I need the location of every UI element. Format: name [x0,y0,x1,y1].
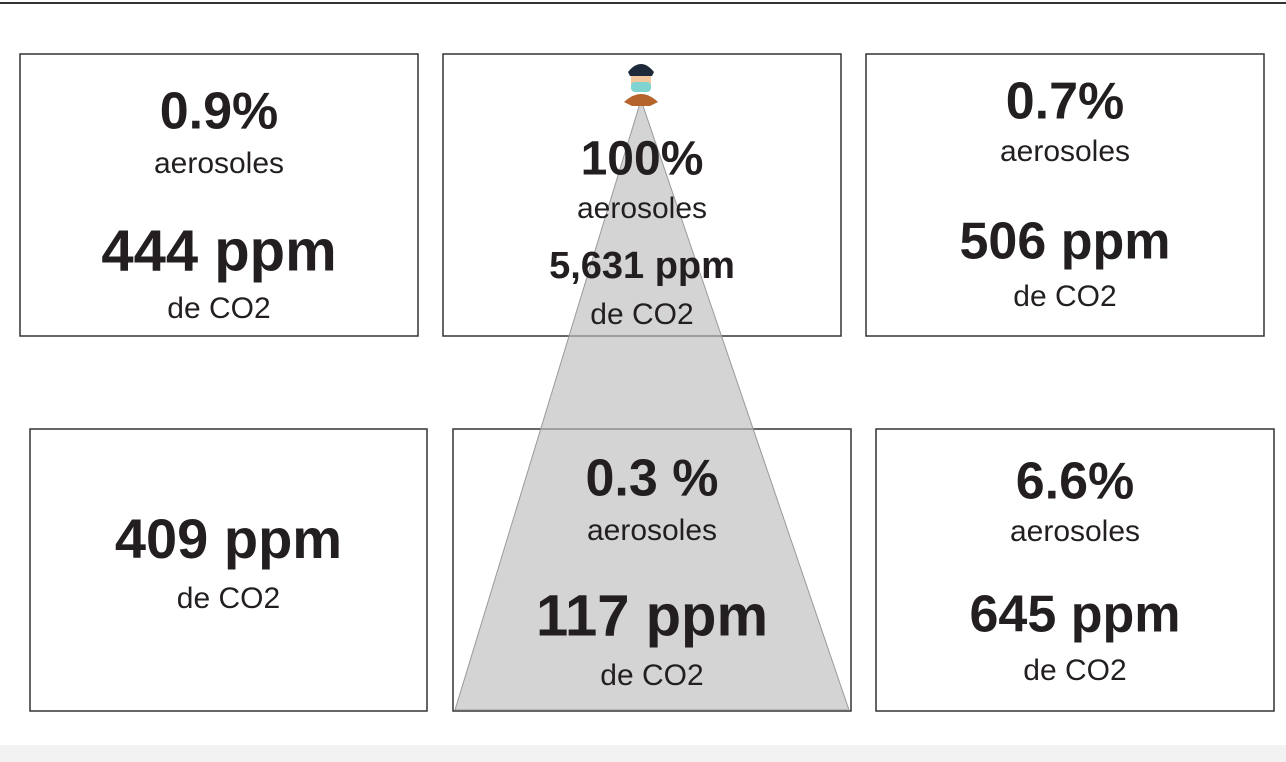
aerosol-label: aerosoles [1000,135,1130,168]
co2-label: de CO2 [1013,280,1116,313]
co2-label: de CO2 [590,298,693,331]
co2-value: 645 ppm [970,586,1181,644]
aerosol-value: 0.3 % [586,450,719,508]
co2-value: 117 ppm [536,583,768,648]
aerosol-label: aerosoles [587,514,717,547]
co2-label: de CO2 [600,659,703,692]
co2-label: de CO2 [167,292,270,325]
person-icon [624,64,658,106]
aerosol-label: aerosoles [1010,515,1140,548]
aerosol-value: 0.9% [160,83,279,141]
co2-value: 444 ppm [101,218,336,283]
co2-value: 5,631 ppm [549,245,735,287]
aerosol-label: aerosoles [577,192,707,225]
diagram: 0.9% aerosoles 444 ppm de CO2 100% aerosoles 5… [0,0,1286,762]
co2-label: de CO2 [1023,654,1126,687]
bottom-strip [0,745,1286,762]
aerosol-value: 0.7% [1006,73,1125,131]
co2-value: 409 ppm [115,507,342,570]
aerosol-value: 6.6% [1016,453,1135,511]
sample-box [30,429,427,711]
co2-label: de CO2 [177,582,280,615]
co2-value: 506 ppm [960,213,1171,271]
aerosol-value: 100% [581,133,704,186]
aerosol-label: aerosoles [154,147,284,180]
